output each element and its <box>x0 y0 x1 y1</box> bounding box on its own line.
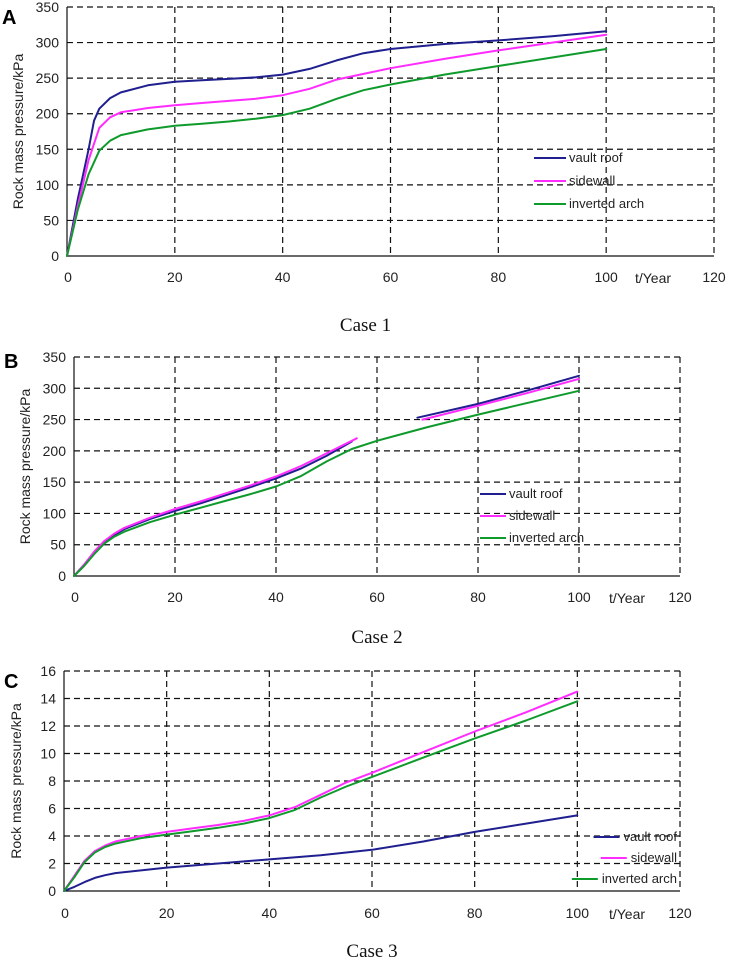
series-line-inverted-arch <box>73 389 580 577</box>
y-tick-label: 10 <box>40 746 56 762</box>
legend-label: inverted arch <box>602 871 677 886</box>
x-tick-label: 80 <box>470 589 486 605</box>
y-tick-label: 0 <box>48 883 56 899</box>
y-tick-label: 50 <box>50 537 66 553</box>
legend: vault roof sidewall inverted arch <box>534 150 644 211</box>
x-axis-title: t/Year <box>635 270 671 286</box>
y-tick-label: 0 <box>51 248 59 264</box>
x-tick-label: 60 <box>383 269 399 285</box>
legend-label: sidewall <box>569 173 615 188</box>
y-tick-label: 300 <box>43 380 67 396</box>
legend-label: inverted arch <box>509 530 584 545</box>
x-tick-label: 0 <box>64 269 72 285</box>
x-tick-label: 60 <box>369 589 385 605</box>
series-line-inverted-arch <box>66 48 608 257</box>
y-tick-label: 16 <box>40 663 56 679</box>
y-axis-title: Rock mass pressure/kPa <box>10 53 26 209</box>
y-tick-label: 350 <box>36 0 60 15</box>
y-axis-title: Rock mass pressure/kPa <box>17 388 33 544</box>
legend-label: sidewall <box>509 508 555 523</box>
panel-caption: Case 2 <box>351 627 402 648</box>
y-tick-label: 8 <box>48 773 56 789</box>
y-tick-label: 200 <box>43 443 67 459</box>
y-tick-label: 0 <box>58 568 66 584</box>
y-tick-label: 250 <box>36 70 60 86</box>
series-line-vault-roof <box>66 30 608 257</box>
y-tick-label: 12 <box>40 718 56 734</box>
y-tick-label: 200 <box>36 106 60 122</box>
series-line-sidewall <box>63 690 579 892</box>
x-tick-label: 100 <box>594 269 618 285</box>
y-tick-label: 6 <box>48 801 56 817</box>
y-tick-label: 100 <box>36 177 60 193</box>
y-tick-label: 100 <box>43 505 67 521</box>
chart-panel-a: A 0 50 100 150 200 250 300 350 0 20 40 60 80 100 120 Roc… <box>2 0 726 336</box>
x-axis-title: t/Year <box>609 590 645 606</box>
y-tick-label: 300 <box>36 35 60 51</box>
series-line-vault-roof <box>63 814 579 892</box>
x-tick-label: 120 <box>668 589 692 605</box>
x-tick-label: 0 <box>71 589 79 605</box>
legend-label: vault roof <box>509 486 563 501</box>
legend: vault roof sidewall inverted arch <box>571 829 678 886</box>
series-line-sidewall <box>73 437 358 577</box>
legend-label: vault roof <box>624 829 678 844</box>
x-tick-label: 120 <box>668 905 692 921</box>
x-tick-label: 40 <box>262 905 278 921</box>
x-axis-title: t/Year <box>609 906 645 922</box>
x-tick-label: 20 <box>159 905 175 921</box>
x-tick-label: 40 <box>275 269 291 285</box>
x-tick-label: 80 <box>491 269 507 285</box>
x-tick-label: 40 <box>268 589 284 605</box>
panel-letter: C <box>4 671 18 693</box>
y-tick-label: 250 <box>43 412 67 428</box>
series-line-sidewall <box>421 377 580 421</box>
x-tick-label: 60 <box>364 905 380 921</box>
legend-label: sidewall <box>631 850 677 865</box>
chart-panel-b: B 0 50 100 150 200 250 300 350 0 20 40 60 80 100 120 Roc… <box>4 349 692 648</box>
series-line-sidewall <box>66 33 608 257</box>
x-tick-label: 0 <box>61 905 69 921</box>
legend: vault roof sidewall inverted arch <box>480 486 584 545</box>
x-tick-label: 120 <box>702 269 726 285</box>
legend-label: inverted arch <box>569 196 644 211</box>
series-line-vault-roof <box>416 374 580 419</box>
panel-letter: A <box>2 7 16 29</box>
y-axis-title: Rock mass pressure/kPa <box>8 703 24 859</box>
x-tick-label: 100 <box>566 905 590 921</box>
chart-panel-c: C 0 2 4 6 8 10 12 14 16 0 20 40 60 80 100 120 Rock mass p… <box>4 663 692 962</box>
panel-letter: B <box>4 351 18 373</box>
y-tick-label: 350 <box>43 349 67 365</box>
series-line-inverted-arch <box>63 700 579 892</box>
y-tick-label: 150 <box>36 141 60 157</box>
y-tick-label: 4 <box>48 828 56 844</box>
x-tick-label: 100 <box>567 589 591 605</box>
y-tick-label: 14 <box>40 691 56 707</box>
y-tick-label: 50 <box>43 212 59 228</box>
x-tick-label: 20 <box>167 269 183 285</box>
panel-caption: Case 3 <box>346 941 397 962</box>
panel-caption: Case 1 <box>340 315 391 336</box>
legend-label: vault roof <box>569 150 623 165</box>
x-tick-label: 20 <box>167 589 183 605</box>
x-tick-label: 80 <box>467 905 483 921</box>
y-tick-label: 2 <box>48 856 56 872</box>
y-tick-label: 150 <box>43 474 67 490</box>
